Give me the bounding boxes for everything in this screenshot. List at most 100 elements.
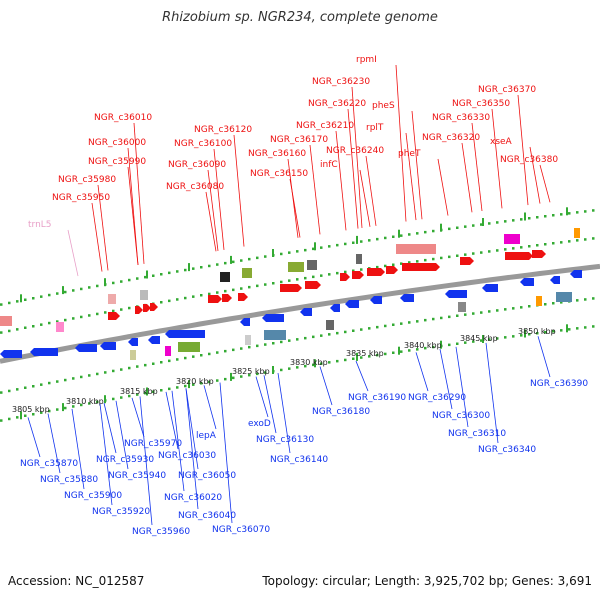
reverse-gene-arrow[interactable] — [330, 304, 340, 312]
reverse-gene-arrow[interactable] — [262, 314, 284, 322]
top-gene-label[interactable]: rplT — [366, 123, 384, 133]
top-gene-label[interactable]: xseA — [490, 137, 513, 147]
gene-block[interactable] — [245, 335, 251, 345]
gene-block[interactable] — [56, 322, 64, 332]
top-gene-label[interactable]: NGR_c36210 — [296, 121, 354, 131]
gene-block[interactable] — [396, 244, 436, 254]
top-gene-label[interactable]: NGR_c36370 — [478, 85, 536, 95]
reverse-gene-arrow[interactable] — [550, 276, 560, 284]
forward-gene-arrow[interactable] — [340, 273, 350, 281]
bottom-gene-label[interactable]: NGR_c36030 — [158, 451, 216, 461]
top-gene-label[interactable]: NGR_c36330 — [432, 113, 490, 123]
reverse-gene-arrow[interactable] — [0, 350, 22, 358]
gene-block[interactable] — [556, 292, 572, 302]
reverse-gene-arrow[interactable] — [165, 330, 205, 338]
gene-block[interactable] — [242, 268, 252, 278]
forward-gene-arrow[interactable] — [208, 295, 222, 303]
bottom-gene-label[interactable]: NGR_c36390 — [530, 379, 588, 389]
bottom-gene-label[interactable]: NGR_c35960 — [132, 527, 190, 537]
bottom-gene-label[interactable]: NGR_c36300 — [432, 411, 490, 421]
forward-gene-arrow[interactable] — [135, 306, 143, 314]
top-gene-label[interactable]: rpmI — [356, 55, 377, 65]
reverse-gene-arrow[interactable] — [345, 300, 359, 308]
reverse-gene-arrow[interactable] — [370, 296, 382, 304]
top-gene-label[interactable]: pheS — [372, 101, 395, 111]
gene-block[interactable] — [178, 342, 200, 352]
bottom-gene-label[interactable]: NGR_c36180 — [312, 407, 370, 417]
top-gene-label[interactable]: NGR_c36010 — [94, 113, 152, 123]
reverse-gene-arrow[interactable] — [300, 308, 312, 316]
top-gene-label[interactable]: NGR_c36080 — [166, 182, 224, 192]
bottom-gene-label[interactable]: NGR_c35870 — [20, 459, 78, 469]
forward-gene-arrow[interactable] — [386, 266, 398, 274]
forward-gene-arrow[interactable] — [305, 281, 321, 289]
reverse-gene-arrow[interactable] — [445, 290, 467, 298]
gene-block[interactable] — [458, 302, 466, 312]
top-gene-label[interactable]: NGR_c36120 — [194, 125, 252, 135]
bottom-gene-label[interactable]: NGR_c35940 — [108, 471, 166, 481]
forward-gene-arrow[interactable] — [143, 304, 151, 312]
bottom-gene-label[interactable]: NGR_c36040 — [178, 511, 236, 521]
top-gene-label[interactable]: NGR_c35990 — [88, 157, 146, 167]
top-gene-label[interactable]: NGR_c36000 — [88, 138, 146, 148]
top-gene-label[interactable]: NGR_c36220 — [308, 99, 366, 109]
bottom-gene-label[interactable]: NGR_c36070 — [212, 525, 270, 535]
forward-gene-arrow[interactable] — [532, 250, 546, 258]
forward-gene-arrow[interactable] — [352, 271, 364, 279]
gene-block[interactable] — [165, 346, 171, 356]
bottom-gene-label[interactable]: NGR_c35880 — [40, 475, 98, 485]
gene-block[interactable] — [574, 228, 580, 238]
bottom-gene-label[interactable]: NGR_c36290 — [408, 393, 466, 403]
forward-gene-arrow[interactable] — [108, 312, 120, 320]
bottom-gene-label[interactable]: NGR_c35970 — [124, 439, 182, 449]
bottom-gene-label[interactable]: NGR_c36340 — [478, 445, 536, 455]
top-gene-label[interactable]: NGR_c36240 — [326, 146, 384, 156]
forward-gene-arrow[interactable] — [367, 268, 385, 276]
reverse-gene-arrow[interactable] — [148, 336, 160, 344]
bottom-gene-label[interactable]: NGR_c36020 — [164, 493, 222, 503]
gene-block[interactable] — [0, 316, 12, 326]
top-gene-label[interactable]: infC — [320, 160, 338, 170]
top-gene-label[interactable]: NGR_c36090 — [168, 160, 226, 170]
bottom-gene-label[interactable]: lepA — [196, 431, 217, 441]
reverse-gene-arrow[interactable] — [75, 344, 97, 352]
top-gene-label[interactable]: NGR_c35950 — [52, 193, 110, 203]
gene-block[interactable] — [536, 296, 542, 306]
gene-block[interactable] — [307, 260, 317, 270]
forward-gene-arrow[interactable] — [238, 293, 248, 301]
forward-gene-arrow[interactable] — [460, 257, 474, 265]
top-gene-label[interactable]: trnL5 — [28, 220, 52, 230]
bottom-gene-label[interactable]: exoD — [248, 419, 271, 429]
gene-block[interactable] — [130, 350, 136, 360]
forward-gene-arrow[interactable] — [402, 263, 440, 271]
top-gene-label[interactable]: pheT — [398, 149, 421, 159]
gene-block[interactable] — [108, 294, 116, 304]
forward-gene-arrow[interactable] — [222, 294, 232, 302]
gene-block[interactable] — [504, 234, 520, 244]
forward-gene-arrow[interactable] — [505, 252, 533, 260]
top-gene-label[interactable]: NGR_c36160 — [248, 149, 306, 159]
bottom-gene-label[interactable]: NGR_c36050 — [178, 471, 236, 481]
gene-block[interactable] — [356, 254, 362, 264]
top-gene-label[interactable]: NGR_c36230 — [312, 77, 370, 87]
gene-block[interactable] — [288, 262, 304, 272]
reverse-gene-arrow[interactable] — [128, 338, 138, 346]
top-gene-label[interactable]: NGR_c36170 — [270, 135, 328, 145]
reverse-gene-arrow[interactable] — [482, 284, 498, 292]
bottom-gene-label[interactable]: NGR_c36140 — [270, 455, 328, 465]
top-gene-label[interactable]: NGR_c36320 — [422, 133, 480, 143]
top-gene-label[interactable]: NGR_c36100 — [174, 139, 232, 149]
forward-gene-arrow[interactable] — [280, 284, 302, 292]
bottom-gene-label[interactable]: NGR_c35920 — [92, 507, 150, 517]
bottom-gene-label[interactable]: NGR_c36130 — [256, 435, 314, 445]
top-gene-label[interactable]: NGR_c36350 — [452, 99, 510, 109]
forward-gene-arrow[interactable] — [150, 303, 158, 311]
reverse-gene-arrow[interactable] — [400, 294, 414, 302]
bottom-gene-label[interactable]: NGR_c35900 — [64, 491, 122, 501]
gene-block[interactable] — [264, 330, 286, 340]
top-gene-label[interactable]: NGR_c35980 — [58, 175, 116, 185]
top-gene-label[interactable]: NGR_c36380 — [500, 155, 558, 165]
reverse-gene-arrow[interactable] — [100, 342, 116, 350]
reverse-gene-arrow[interactable] — [520, 278, 534, 286]
bottom-gene-label[interactable]: NGR_c35930 — [96, 455, 154, 465]
